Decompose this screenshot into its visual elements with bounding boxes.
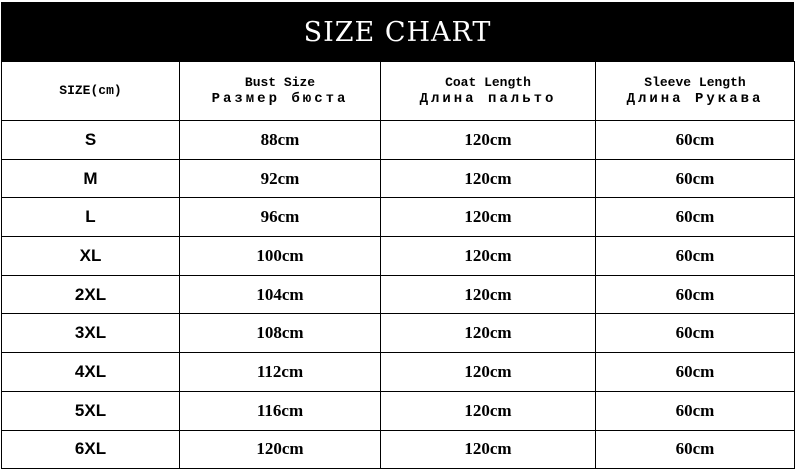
header-sleeve-length: Sleeve Length Длина Рукава [595,61,795,121]
header-sleeve-en: Sleeve Length [644,75,746,90]
table-row: 2XL 104cm 120cm 60cm [1,274,795,315]
cell-sleeve-length: 60cm [595,274,795,315]
table-row: M 92cm 120cm 60cm [1,158,795,199]
cell-sleeve-length: 60cm [595,352,795,392]
cell-bust: 92cm [179,158,381,199]
cell-coat-length: 120cm [380,120,596,160]
cell-bust: 116cm [179,390,381,431]
header-coat-ru: Длина пальто [419,91,557,107]
cell-bust: 112cm [179,352,381,392]
header-bust-en: Bust Size [244,75,316,90]
table-row: S 88cm 120cm 60cm [1,120,795,160]
header-bust-ru: Размер бюста [211,91,349,107]
cell-bust: 104cm [179,274,381,315]
table-row: XL 100cm 120cm 60cm [1,236,795,276]
cell-coat-length: 120cm [380,274,596,315]
table-row: 5XL 116cm 120cm 60cm [1,390,795,431]
cell-size: L [1,197,180,238]
cell-bust: 88cm [179,120,381,160]
cell-sleeve-length: 60cm [595,197,795,238]
cell-coat-length: 120cm [380,313,596,354]
cell-coat-length: 120cm [380,352,596,392]
cell-sleeve-length: 60cm [595,236,795,276]
table-row: 6XL 120cm 120cm 60cm [1,429,795,470]
cell-sleeve-length: 60cm [595,429,795,470]
cell-size: XL [1,236,180,276]
header-size: SIZE(cm) [1,61,180,121]
header-coat-en: Coat Length [445,75,531,90]
cell-bust: 100cm [179,236,381,276]
header-bust: Bust Size Размер бюста [179,61,381,121]
header-row: SIZE(cm) Bust Size Размер бюста Coat Leng… [1,61,795,121]
header-coat-length: Coat Length Длина пальто [380,61,596,121]
cell-coat-length: 120cm [380,197,596,238]
cell-coat-length: 120cm [380,429,596,470]
cell-sleeve-length: 60cm [595,313,795,354]
cell-bust: 108cm [179,313,381,354]
cell-coat-length: 120cm [380,236,596,276]
size-chart-title: SIZE CHART [1,2,794,62]
size-chart-table: SIZE(cm) Bust Size Размер бюста Coat Leng… [1,61,795,470]
cell-coat-length: 120cm [380,390,596,431]
cell-size: S [1,120,180,160]
header-size-label: SIZE(cm) [59,83,122,98]
cell-size: 3XL [1,313,180,354]
header-sleeve-ru: Длина Рукава [626,91,764,107]
cell-sleeve-length: 60cm [595,158,795,199]
cell-sleeve-length: 60cm [595,120,795,160]
cell-size: 6XL [1,429,180,470]
cell-size: 4XL [1,352,180,392]
cell-bust: 120cm [179,429,381,470]
table-row: 4XL 112cm 120cm 60cm [1,352,795,392]
cell-size: M [1,158,180,199]
cell-bust: 96cm [179,197,381,238]
table-row: L 96cm 120cm 60cm [1,197,795,238]
cell-sleeve-length: 60cm [595,390,795,431]
table-row: 3XL 108cm 120cm 60cm [1,313,795,354]
cell-size: 5XL [1,390,180,431]
cell-coat-length: 120cm [380,158,596,199]
cell-size: 2XL [1,274,180,315]
